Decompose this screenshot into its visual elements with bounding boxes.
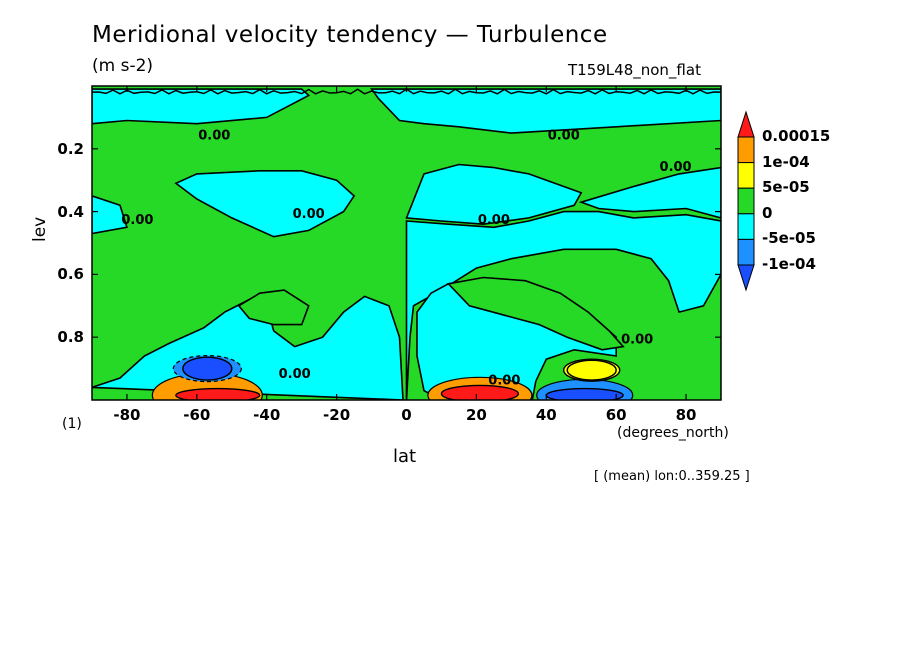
y-tick-label: 0.4 (57, 202, 84, 221)
chart-title: Meridional velocity tendency — Turbulenc… (92, 22, 608, 48)
colorbar-segment-2 (737, 162, 755, 189)
contour-label-5: 0.00 (293, 207, 325, 222)
scale-note: (1) (62, 416, 82, 432)
y-tick-label: 0.2 (57, 139, 84, 158)
negative-core-south (182, 356, 233, 381)
x-axis-label: lat (393, 446, 417, 467)
x-tick-label: -20 (323, 406, 351, 424)
field-positive-island-2 (237, 289, 310, 326)
x-tick-label: 60 (605, 406, 627, 424)
field-negative-region-1 (92, 88, 311, 125)
contour-label-7: 0.00 (279, 367, 311, 382)
colorbar-label: 5e-05 (762, 178, 810, 197)
colorbar-bottom-triangle (737, 264, 755, 292)
colorbar-segment-3 (737, 187, 755, 215)
field-negative-region-3 (174, 170, 356, 238)
contour-label-6: 0.00 (478, 213, 510, 228)
x-tick-label: 40 (535, 406, 557, 424)
y-tick-label: 0.8 (57, 328, 84, 347)
positive-core-midlat (566, 359, 617, 381)
contour-label-2: 0.00 (548, 128, 580, 143)
contour-label-9: 0.00 (621, 332, 653, 347)
contour-label-3: 0.00 (660, 160, 692, 175)
x-tick-label: -80 (113, 406, 141, 424)
colorbar-segment-4 (737, 213, 755, 240)
colorbar-top-triangle (737, 110, 755, 138)
x-tick-label: 0 (401, 406, 412, 424)
x-tick-label: 20 (465, 406, 487, 424)
chart-units: (m s-2) (92, 56, 154, 76)
field-negative-region-5 (92, 195, 128, 235)
colorbar-label: 0.00015 (762, 127, 831, 145)
colorbar-segment-1 (737, 136, 755, 164)
x-axis-units: (degrees_north) (617, 425, 729, 441)
contour-label-4: 0.00 (121, 213, 153, 228)
y-tick-label: 0.6 (57, 265, 84, 284)
colorbar-label: -5e-05 (762, 229, 816, 248)
field-positive-island-1 (446, 276, 625, 351)
x-tick-label: -40 (253, 406, 281, 424)
field-negative-region-6 (578, 166, 721, 219)
colorbar-label: 1e-04 (762, 152, 810, 171)
run-name: T159L48_non_flat (568, 61, 701, 79)
field-negative-region-4 (405, 163, 583, 226)
contour-label-1: 0.00 (198, 128, 230, 143)
colorbar-label: 0 (762, 203, 773, 222)
colorbar-label: -1e-04 (762, 255, 816, 273)
positive-core-north (440, 384, 520, 400)
x-tick-label: -60 (183, 406, 211, 424)
contour-fields: 0.00 0.00 0.00 0.00 0.00 0.00 0.00 0.00 0.00 (92, 86, 721, 400)
x-tick-label: 80 (675, 406, 697, 424)
contour-label-8: 0.00 (488, 373, 520, 388)
mean-note: [ (mean) lon:0..359.25 ] (594, 469, 750, 484)
field-negative-region-2 (370, 88, 721, 134)
colorbar-segment-5 (737, 238, 755, 266)
field-negative-region-9 (92, 295, 404, 400)
